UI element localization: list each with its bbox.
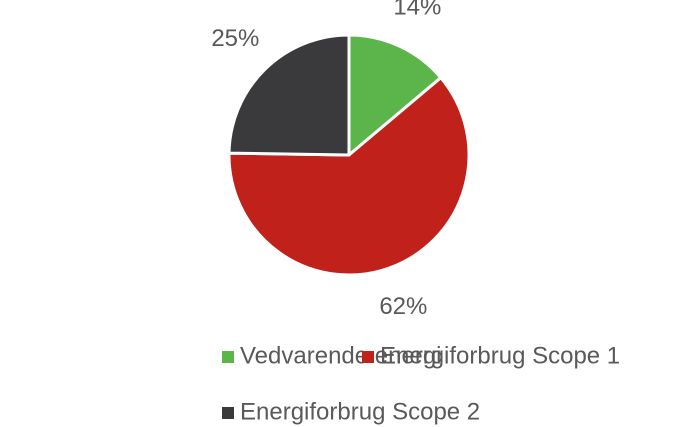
pie-slice [227,76,471,277]
legend-label: Energiforbrug Scope 2 [240,398,480,425]
legend-swatch [222,351,234,363]
pie-slice [227,33,351,157]
legend-label: Energiforbrug Scope 1 [380,342,620,369]
legend-swatch [362,351,374,363]
data-label: 14% [393,0,441,20]
data-label: 62% [379,293,427,320]
legend-label: Vedvarende energi [240,342,442,369]
data-label: 25% [211,25,259,52]
legend-swatch [222,407,234,419]
pie-slice [347,33,443,157]
